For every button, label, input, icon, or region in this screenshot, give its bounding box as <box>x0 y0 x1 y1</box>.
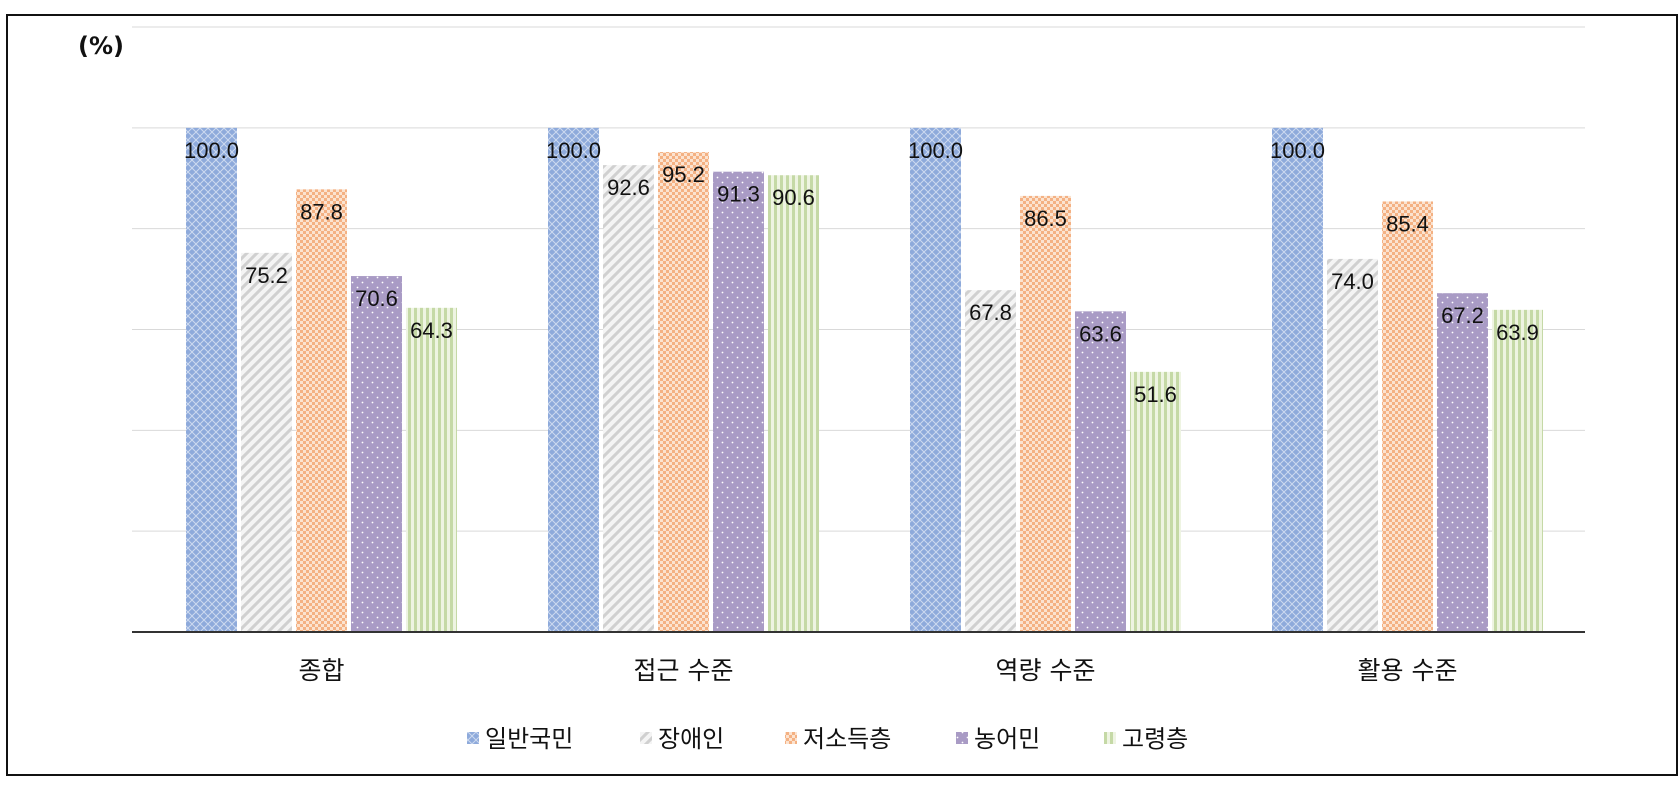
bar <box>296 189 347 632</box>
legend-swatch <box>1104 732 1116 744</box>
bar <box>1382 201 1433 633</box>
legend-swatch <box>785 732 797 744</box>
bar <box>713 171 764 632</box>
bar <box>351 276 402 632</box>
legend-label: 일반국민 <box>485 725 573 753</box>
bar <box>1130 371 1181 632</box>
bar <box>1075 311 1126 632</box>
value-label: 64.3 <box>410 318 453 343</box>
legend-label: 장애인 <box>658 725 724 753</box>
bar <box>1327 258 1378 632</box>
value-label: 100.0 <box>1270 138 1325 163</box>
value-label: 95.2 <box>662 162 705 187</box>
x-axis: 종합 접근 수준 역량 수준 활용 수준 <box>132 631 1585 685</box>
value-label: 92.6 <box>607 175 650 200</box>
value-label: 86.5 <box>1024 206 1067 231</box>
value-label: 100.0 <box>908 138 963 163</box>
legend-swatch <box>956 732 968 744</box>
value-label: 67.8 <box>969 300 1012 325</box>
value-label: 90.6 <box>772 185 815 210</box>
value-label: 70.6 <box>355 286 398 311</box>
value-label: 85.4 <box>1386 211 1429 236</box>
value-label: 63.6 <box>1079 321 1122 346</box>
legend: 일반국민 장애인 저소득층 농어민 고령층 <box>467 725 1188 753</box>
value-label: 63.9 <box>1496 320 1539 345</box>
value-label: 51.6 <box>1134 382 1177 407</box>
bar <box>1020 195 1071 633</box>
legend-swatch <box>467 732 479 744</box>
value-label: 100.0 <box>546 138 601 163</box>
legend-label: 저소득층 <box>803 725 891 753</box>
bar <box>186 127 237 632</box>
bar <box>548 127 599 632</box>
bar <box>241 252 292 632</box>
unit-label: (%) <box>78 32 124 60</box>
x-tick-label: 접근 수준 <box>634 656 734 685</box>
x-tick-label: 역량 수준 <box>996 656 1096 685</box>
value-label: 75.2 <box>245 263 288 288</box>
legend-swatch <box>640 732 652 744</box>
value-label: 100.0 <box>184 138 239 163</box>
legend-label: 고령층 <box>1122 725 1188 753</box>
value-label: 87.8 <box>300 199 343 224</box>
value-label: 67.2 <box>1441 303 1484 328</box>
x-tick-label: 종합 <box>298 656 344 685</box>
bar <box>910 127 961 632</box>
bar <box>406 307 457 632</box>
bar <box>768 175 819 632</box>
bar <box>965 290 1016 632</box>
bar <box>1272 127 1323 632</box>
bar <box>1492 309 1543 632</box>
legend-label: 농어민 <box>974 725 1040 753</box>
value-label: 91.3 <box>717 182 760 207</box>
bar <box>658 152 709 633</box>
bar <box>603 165 654 632</box>
value-label: 74.0 <box>1331 269 1374 294</box>
x-tick-label: 활용 수준 <box>1358 656 1458 685</box>
bar <box>1437 293 1488 632</box>
bars <box>186 127 1543 633</box>
